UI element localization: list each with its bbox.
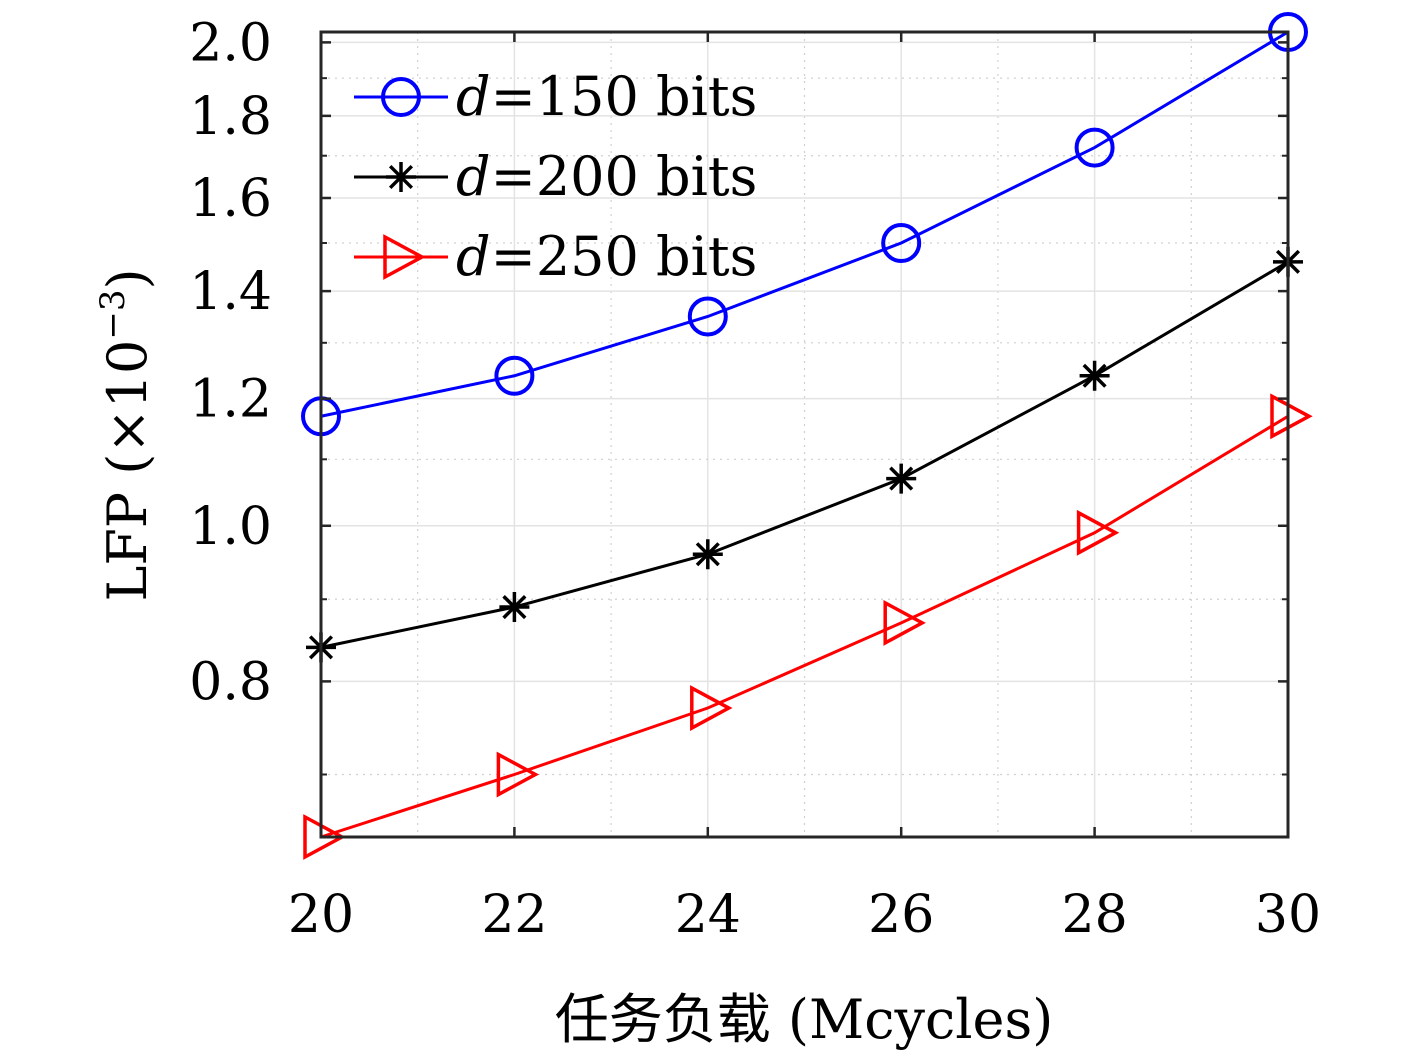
data-point-marker <box>886 463 917 494</box>
data-point-marker-shape <box>690 685 733 731</box>
data-point-marker <box>883 599 926 646</box>
data-point-marker-shape <box>881 223 922 264</box>
data-point-marker <box>1270 393 1313 440</box>
series-line <box>320 30 1289 418</box>
data-point-marker <box>1079 360 1110 391</box>
data-point-marker <box>687 296 728 337</box>
series-3 <box>303 393 1313 860</box>
x-tick-label: 26 <box>868 885 934 945</box>
y-tick-label: 2.0 <box>189 13 272 73</box>
y-tick-label: 1.4 <box>189 262 272 322</box>
series-line <box>320 414 1289 839</box>
x-tick-label: 28 <box>1062 885 1128 945</box>
x-tick-label: 22 <box>481 885 547 945</box>
data-point-marker <box>496 751 540 798</box>
data-point-marker <box>494 355 535 396</box>
axis-ticks <box>319 32 1290 837</box>
legend-marker-shape <box>386 162 416 192</box>
x-tick-label: 30 <box>1255 885 1321 945</box>
legend-item: d=250 bits <box>354 225 757 288</box>
data-point-marker <box>499 592 530 623</box>
legend-marker <box>381 77 421 117</box>
data-point-marker-shape <box>1270 393 1313 440</box>
legend-item: d=150 bits <box>354 65 757 128</box>
data-point-marker <box>1074 127 1115 168</box>
legend-label: d=200 bits <box>456 145 757 208</box>
y-tick-label: 1.2 <box>189 370 272 430</box>
legend-item: d=200 bits <box>354 145 757 208</box>
legend-marker-shape <box>383 234 426 280</box>
data-point-marker <box>692 539 723 570</box>
plot-frame <box>319 30 1290 839</box>
data-point-marker-shape <box>886 463 917 494</box>
legend-label-var: d <box>456 65 491 128</box>
legend-label-var: d <box>456 145 491 208</box>
data-point-marker-shape <box>687 296 728 337</box>
data-point-marker-shape <box>303 814 346 860</box>
series-layer <box>301 12 1313 860</box>
legend-label-rest: =150 bits <box>491 65 758 128</box>
legend-label: d=150 bits <box>456 65 757 128</box>
data-point-marker <box>690 685 733 731</box>
y-tick-label: 0.8 <box>189 652 272 712</box>
data-point-marker <box>303 814 346 860</box>
data-point-marker-shape <box>692 539 723 570</box>
y-axis-title-main: LFP (×10 <box>96 340 159 602</box>
data-point-marker <box>881 223 922 264</box>
x-tick-label: 20 <box>288 885 354 945</box>
data-point-marker-shape <box>1079 360 1110 391</box>
series-line <box>320 260 1289 649</box>
data-point-marker-shape <box>883 599 926 646</box>
x-axis-title: 任务负载 (Mcycles) <box>555 988 1054 1051</box>
legend-label-rest: =250 bits <box>491 225 758 288</box>
legend-label-var: d <box>456 225 491 288</box>
x-tick-label: 24 <box>675 885 741 945</box>
data-point-marker-shape <box>1076 509 1120 556</box>
data-point-marker-shape <box>494 355 535 396</box>
legend-label-rest: =200 bits <box>491 145 758 208</box>
legend-marker <box>386 162 416 192</box>
y-axis-title-close: ) <box>96 268 159 289</box>
data-point-marker-shape <box>499 592 530 623</box>
legend-label: d=250 bits <box>456 225 757 288</box>
y-tick-label: 1.0 <box>189 497 272 557</box>
y-tick-label: 1.6 <box>189 169 272 229</box>
data-point-marker-shape <box>496 751 540 798</box>
x-tick-labels: 20 22 24 26 28 30 <box>288 885 1321 945</box>
y-tick-labels: 0.8 1.0 1.2 1.4 1.6 1.8 2.0 <box>189 13 272 712</box>
legend-marker-shape <box>381 77 421 117</box>
y-axis-title: LFP (×10−3) <box>93 268 159 601</box>
data-point-marker <box>1076 509 1120 556</box>
y-axis-title-exponent: −3 <box>93 290 133 340</box>
series-1 <box>301 12 1308 437</box>
legend-marker <box>383 234 426 280</box>
y-tick-label: 1.8 <box>189 87 272 147</box>
data-point-marker-shape <box>1074 127 1115 168</box>
